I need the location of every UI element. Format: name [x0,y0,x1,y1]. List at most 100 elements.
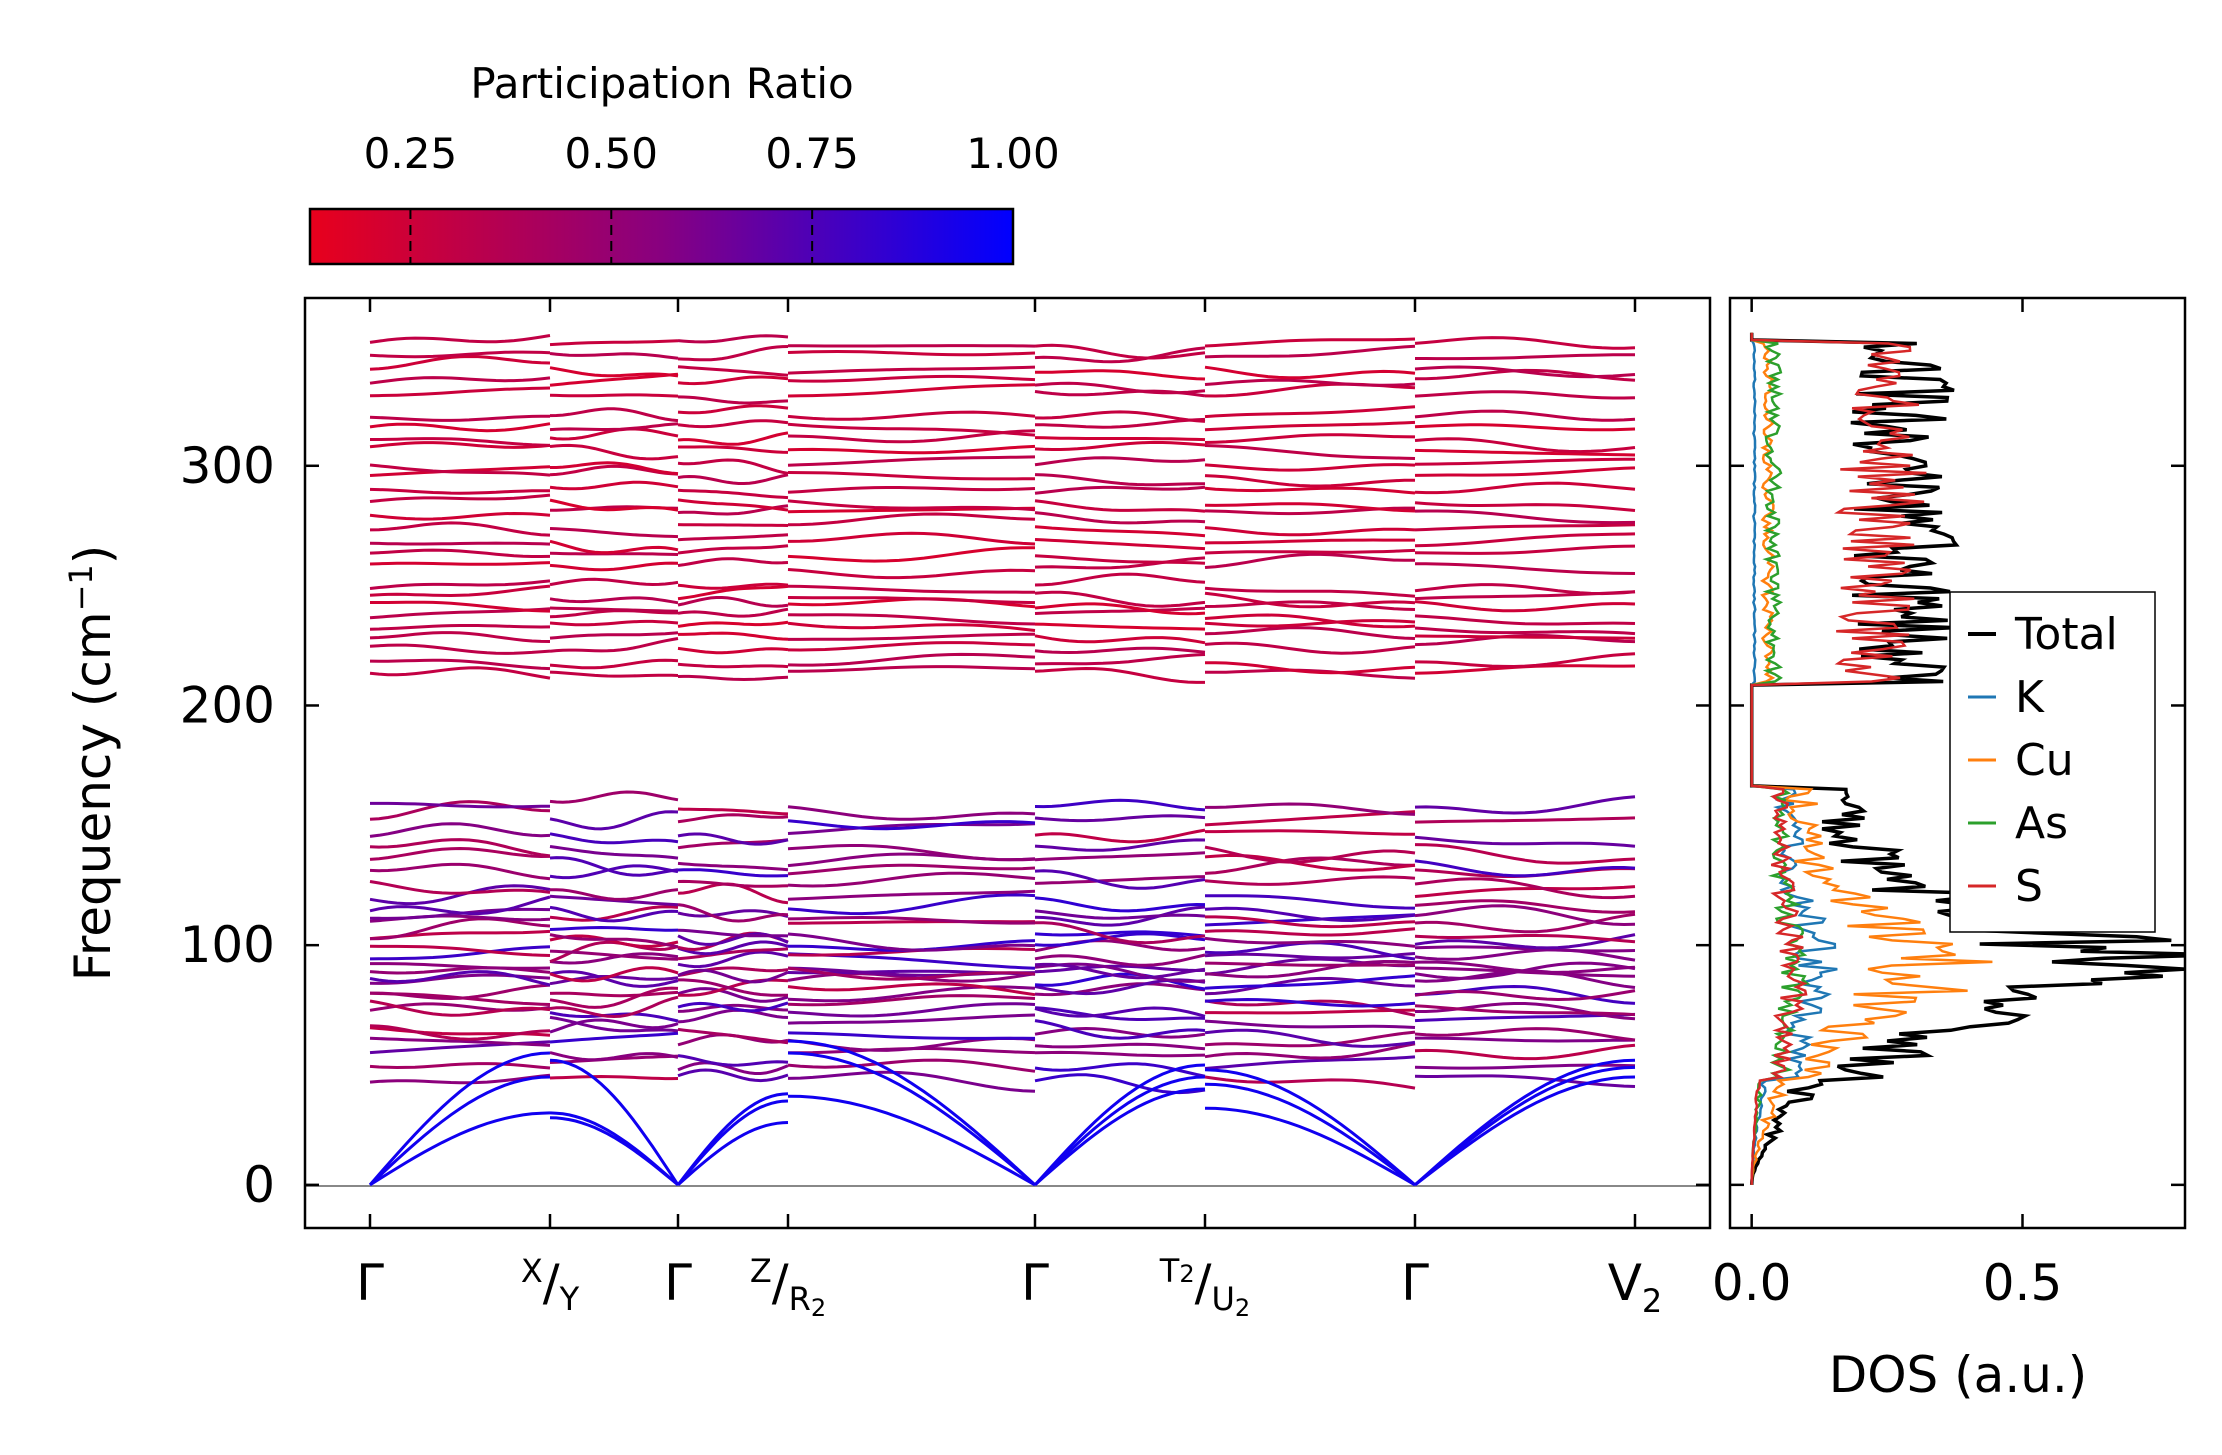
band-line-high [549,372,679,387]
x-tick-label: Γ [356,1254,384,1312]
band-line-high [549,539,679,555]
x-tick-label-pre: X [521,1252,543,1290]
band-line-low [787,932,1036,952]
band-line-high [1034,485,1206,495]
band-line-high [1034,666,1205,684]
band-line-low [1204,1042,1416,1060]
band-line-low [1414,1074,1636,1088]
band-line-low [369,838,551,858]
y-axis-title: Frequency (cm−1) [62,545,122,982]
colorbar-ticks: 0.25 0.50 0.75 1.00 [364,129,1060,264]
band-line-low [1034,798,1206,812]
band-line-high [1034,653,1206,666]
band-line-low [677,1054,789,1067]
acoustic-branch [549,1111,679,1187]
x-tick-label-main: Γ [1021,1254,1049,1312]
band-line-high [1414,523,1636,532]
band-line-high [677,498,789,512]
band-line-high [1204,444,1416,460]
band-line-high [1414,409,1636,422]
band-line-high [369,624,551,631]
x-tick-label: T2/U2 [1159,1252,1250,1322]
band-line-low [1034,972,1206,991]
band-line-low [369,944,551,957]
band-line-high [1204,344,1416,359]
band-line-high [369,350,551,359]
band-line-low [1204,1055,1416,1070]
band-line-high [1204,526,1416,537]
band-line-high [1204,548,1416,555]
x-tick-label: Z/R2 [750,1252,826,1322]
acoustic-branch [369,1111,551,1187]
band-line-low [1204,875,1416,886]
band-line-high [788,632,1036,641]
band-line-high [1204,486,1416,495]
band-line-high [1034,511,1206,525]
band-line-high [787,471,1035,481]
band-line-high [1414,481,1636,495]
band-line-low [1204,1030,1416,1048]
band-line-high [677,488,789,500]
band-line-low [1414,934,1636,944]
band-line-low [1204,1028,1416,1048]
band-line-low [369,895,551,916]
dos-y-ticks [1730,464,2185,1187]
band-line-high [787,422,1036,437]
band-line-high [1414,544,1636,555]
acoustic-branch [1204,1106,1416,1187]
band-line-high [787,383,1036,398]
band-line-low [787,805,1036,821]
band-line-high [370,437,551,447]
legend-label: As [2015,798,2068,849]
band-line-low [549,986,679,1009]
y-tick-label: 200 [180,676,275,734]
band-line-high [1204,661,1416,675]
acoustic-branch [549,1058,680,1186]
band-line-high [787,374,1036,383]
band-line-high [677,458,789,475]
band-line-high [1414,466,1636,477]
band-line-low [1414,899,1636,914]
band-line-high [369,658,551,671]
x-tick-label-sub: 2 [1642,1282,1662,1320]
band-line-high [369,511,551,521]
band-line-high [369,521,551,537]
legend-label: Cu [2015,735,2074,786]
band-line-low [1414,859,1636,878]
band-line-high [369,541,551,546]
band-line-low [549,952,679,965]
band-line-low [787,915,1036,925]
dos-x-axis-title: DOS (a.u.) [1829,1346,2088,1404]
band-line-low [1414,960,1636,974]
band-line-low [1205,894,1416,910]
y-tick-label: 100 [180,916,275,974]
band-line-high [1034,440,1206,451]
band-line-high [369,631,551,643]
band-line-low [677,909,789,918]
dos-x-tick-label: 0.5 [1983,1254,2063,1312]
band-line-high [1414,532,1636,548]
x-tick-label: Γ [1021,1254,1049,1312]
x-tick-label: V2 [1608,1254,1663,1320]
band-line-low [549,1031,679,1044]
band-line-low [549,864,679,880]
legend-label: K [2015,672,2045,723]
band-line-low [370,962,551,970]
band-line-low [1414,1004,1636,1017]
band-line-high [1415,353,1635,361]
band-line-high [1204,405,1416,419]
band-line-low [549,905,679,922]
band-line-low [1034,964,1206,974]
band-line-low [1414,1027,1636,1042]
band-line-high [1414,626,1636,636]
band-line-low [1034,1019,1206,1040]
band-line-low [1204,1075,1416,1090]
band-line-low [787,819,1036,831]
colorbar-tick-label: 0.25 [364,129,458,178]
band-line-low [1034,814,1206,823]
band-line-low [1204,856,1415,875]
band-line-high [1034,602,1206,616]
band-line-high [1414,336,1636,350]
band-line-low [1205,915,1416,929]
band-line-high [677,584,789,601]
